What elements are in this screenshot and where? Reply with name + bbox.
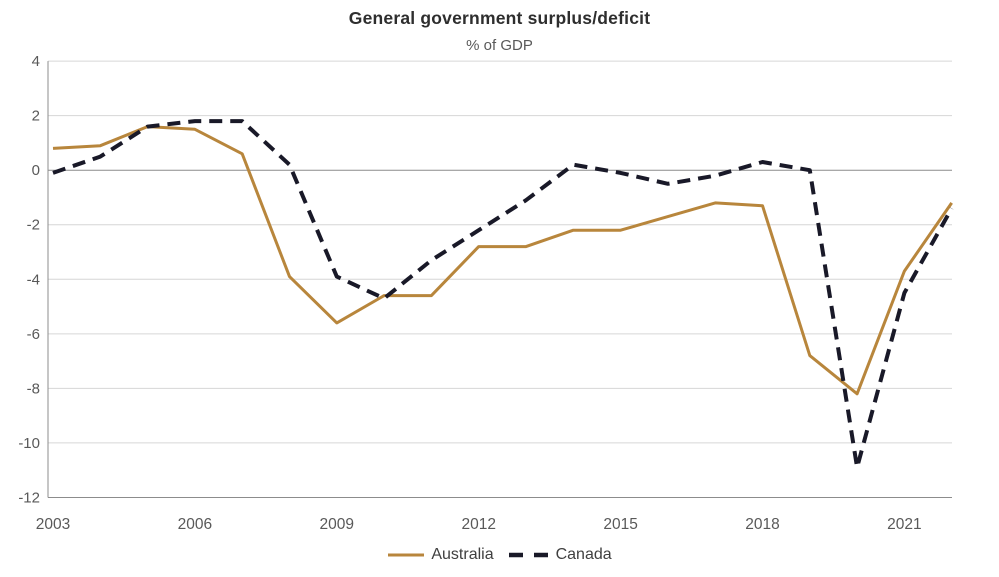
chart-subtitle: % of GDP xyxy=(466,37,533,54)
y-axis-tick-label: -6 xyxy=(27,326,40,343)
y-axis-tick-label: -10 xyxy=(18,435,40,452)
legend-item-australia: Australia xyxy=(387,546,494,564)
legend: Australia Canada xyxy=(0,546,999,564)
x-axis-tick-label: 2021 xyxy=(887,516,921,533)
chart-title: General government surplus/deficit xyxy=(348,8,651,28)
y-axis-tick-label: 0 xyxy=(32,162,40,179)
legend-item-canada: Canada xyxy=(508,546,612,564)
y-axis-tick-label: -4 xyxy=(27,271,40,288)
australia-line xyxy=(52,125,953,396)
y-axis-tick-label: -12 xyxy=(18,489,40,506)
y-axis-tick-label: 4 xyxy=(32,53,40,70)
x-axis-tick-label: 2006 xyxy=(178,516,212,533)
y-axis-tick-label: 2 xyxy=(32,108,40,125)
x-axis-tick-label: 2018 xyxy=(745,516,779,533)
australia-line-swatch xyxy=(388,553,425,557)
canada-line xyxy=(52,119,954,470)
legend-label-canada: Canada xyxy=(555,546,612,563)
x-axis-tick-label: 2012 xyxy=(461,516,495,533)
canada-line-swatch xyxy=(508,552,549,558)
x-axis-tick-label: 2015 xyxy=(603,516,637,533)
y-axis-tick-label: -2 xyxy=(27,217,40,234)
legend-label-australia: Australia xyxy=(431,546,494,563)
x-axis-tick-label: 2003 xyxy=(36,516,70,533)
x-axis-tick-label: 2009 xyxy=(320,516,354,533)
y-axis-tick-label: -8 xyxy=(27,380,40,397)
